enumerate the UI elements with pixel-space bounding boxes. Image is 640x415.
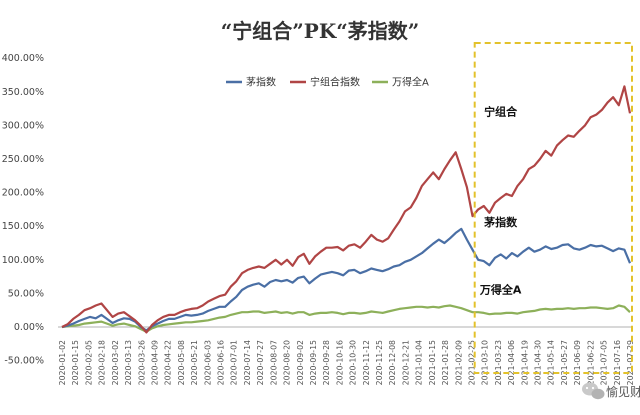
legend-label: 茅指数 xyxy=(246,76,276,89)
y-tick-label: 400.00% xyxy=(2,53,44,64)
x-tick-label: 2020-03-13 xyxy=(124,340,133,385)
watermark-text: 愉见财经 xyxy=(606,384,640,399)
x-tick-label: 2021-01-28 xyxy=(441,340,450,385)
x-tick-label: 2021-07-16 xyxy=(613,340,622,385)
x-tick-label: 2020-02-05 xyxy=(84,340,93,385)
x-tick-label: 2021-04-19 xyxy=(520,340,529,385)
x-tick-label: 2020-04-09 xyxy=(150,340,159,385)
y-tick-label: 350.00% xyxy=(2,87,44,98)
x-tick-label: 2020-07-01 xyxy=(230,340,239,385)
y-axis-ticks: -50.00% 0.00% 50.00% 100.00% 150.00% 200.00% 2… xyxy=(2,53,44,366)
watermark: 愉见财经 xyxy=(582,382,640,400)
x-tick-label: 2020-09-28 xyxy=(322,340,331,385)
y-tick-label: 0.00% xyxy=(14,322,44,333)
x-tick-label: 2021-05-14 xyxy=(547,340,556,385)
x-axis-ticks: 2020-01-02 2020-01-15 2020-02-05 2020-02-18… xyxy=(58,340,635,385)
x-tick-label: 2020-10-30 xyxy=(349,340,358,385)
x-tick-label: 2021-01-04 xyxy=(415,340,424,385)
y-tick-label: 200.00% xyxy=(2,188,44,199)
highlight-box xyxy=(473,42,633,374)
x-tick-label: 2020-11-25 xyxy=(375,340,384,385)
series-line-1 xyxy=(61,85,632,334)
x-tick-label: 2020-08-20 xyxy=(283,340,292,385)
x-tick-label: 2021-02-09 xyxy=(454,340,463,385)
x-tick-label: 2020-07-14 xyxy=(243,340,252,385)
y-tick-label: 250.00% xyxy=(2,154,44,165)
series-line-2 xyxy=(61,304,631,333)
y-tick-label: 50.00% xyxy=(8,288,44,299)
x-tick-label: 2020-04-22 xyxy=(164,340,173,385)
y-tick-label: 300.00% xyxy=(2,120,44,131)
x-tick-label: 2020-02-18 xyxy=(98,340,107,385)
x-tick-label: 2020-01-15 xyxy=(71,340,80,385)
wechat-icon xyxy=(582,382,605,400)
x-tick-label: 2020-09-15 xyxy=(309,340,318,385)
x-tick-label: 2020-06-16 xyxy=(217,340,226,385)
x-tick-label: 2021-07-05 xyxy=(600,340,609,385)
chart-title: “宁组合”PK“茅指数” xyxy=(221,19,419,43)
x-tick-label: 2020-09-02 xyxy=(296,340,305,385)
x-tick-label: 2020-05-21 xyxy=(190,340,199,385)
legend-label: 宁组合指数 xyxy=(310,76,360,89)
x-tick-label: 2021-03-23 xyxy=(494,340,503,385)
x-tick-label: 2020-03-02 xyxy=(111,340,120,385)
x-tick-label: 2020-03-26 xyxy=(137,340,146,385)
annotation-label: 万得全A xyxy=(479,282,522,296)
x-tick-label: 2020-12-21 xyxy=(401,340,410,385)
x-tick-label: 2020-11-12 xyxy=(362,340,371,385)
x-tick-label: 2021-02-25 xyxy=(467,340,476,385)
x-tick-label: 2021-05-27 xyxy=(560,340,569,385)
x-tick-label: 2020-06-03 xyxy=(203,340,212,385)
x-tick-label: 2021-06-09 xyxy=(573,340,582,385)
x-tick-label: 2021-03-10 xyxy=(481,340,490,385)
x-tick-label: 2020-05-08 xyxy=(177,340,186,385)
annotation-label: 宁组合 xyxy=(484,104,518,118)
y-tick-label: -50.00% xyxy=(4,356,44,367)
x-tick-label: 2021-04-06 xyxy=(507,340,516,385)
x-tick-label: 2020-10-16 xyxy=(335,340,344,385)
y-tick-label: 150.00% xyxy=(2,221,44,232)
y-tick-label: 100.00% xyxy=(2,255,44,266)
x-tick-label: 2020-07-27 xyxy=(256,340,265,385)
x-tick-label: 2020-12-08 xyxy=(388,340,397,385)
series-lines xyxy=(61,85,632,334)
chart-legend: 茅指数 宁组合指数 万得全A xyxy=(226,76,429,89)
x-tick-label: 2021-04-30 xyxy=(534,340,543,385)
annotation-label: 茅指数 xyxy=(484,215,518,229)
legend-label: 万得全A xyxy=(392,76,429,89)
series-line-0 xyxy=(61,227,632,332)
x-tick-label: 2020-01-02 xyxy=(58,340,67,385)
x-tick-label: 2021-01-15 xyxy=(428,340,437,385)
x-tick-label: 2021-06-22 xyxy=(586,340,595,385)
x-tick-label: 2020-08-07 xyxy=(269,340,278,385)
x-tick-label: 2021-07-29 xyxy=(626,340,635,385)
